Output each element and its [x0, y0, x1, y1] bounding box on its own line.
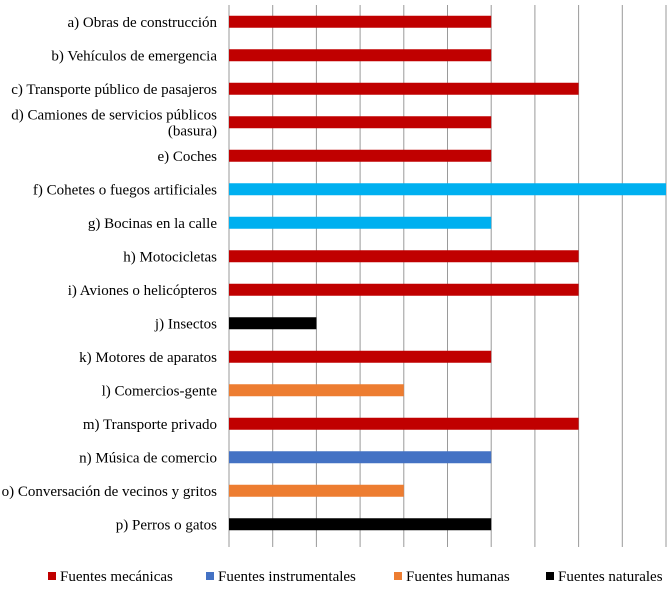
bar	[229, 417, 579, 430]
legend-swatch	[206, 572, 214, 580]
category-label: p) Perros o gatos	[116, 517, 217, 533]
bar	[229, 283, 579, 296]
bar	[229, 183, 666, 196]
legend: Fuentes mecánicas Fuentes instrumentales F…	[48, 569, 663, 585]
bar	[229, 350, 492, 363]
legend-swatch	[48, 572, 56, 580]
bar	[229, 384, 404, 397]
category-label: (basura)	[168, 123, 217, 139]
legend-swatch	[394, 572, 402, 580]
bar	[229, 518, 492, 531]
bars	[229, 15, 666, 531]
category-label: a) Obras de construcción	[67, 15, 217, 31]
bar	[229, 149, 492, 162]
category-label: k) Motores de aparatos	[79, 350, 217, 366]
category-label: h) Motocicletas	[123, 249, 217, 265]
bar	[229, 116, 492, 129]
bar	[229, 82, 579, 95]
category-label: n) Música de comercio	[79, 450, 217, 466]
category-label: o) Conversación de vecinos y gritos	[2, 484, 218, 500]
bar	[229, 484, 404, 497]
legend-label: Fuentes mecánicas	[60, 569, 173, 585]
category-label: j) Insectos	[154, 316, 217, 332]
gridlines	[228, 5, 667, 547]
legend-label: Fuentes naturales	[558, 569, 663, 585]
bar	[229, 216, 492, 229]
category-label: l) Comercios-gente	[102, 383, 218, 399]
category-label: c) Transporte público de pasajeros	[11, 82, 217, 98]
category-label: i) Aviones o helicópteros	[68, 283, 217, 299]
legend-swatch	[546, 572, 554, 580]
bar	[229, 317, 317, 330]
category-label: m) Transporte privado	[83, 417, 217, 433]
bar	[229, 49, 492, 62]
category-label: b) Vehículos de emergencia	[51, 48, 217, 64]
bar	[229, 15, 492, 28]
legend-label: Fuentes instrumentales	[218, 569, 356, 585]
category-label: g) Bocinas en la calle	[88, 216, 217, 232]
category-label: f) Cohetes o fuegos artificiales	[33, 182, 217, 198]
category-label: e) Coches	[157, 149, 217, 165]
category-labels: a) Obras de construcción b) Vehículos de …	[2, 15, 218, 534]
bar	[229, 250, 579, 263]
category-label: d) Camiones de servicios públicos	[11, 107, 217, 123]
legend-label: Fuentes humanas	[406, 569, 510, 585]
bar	[229, 451, 492, 464]
